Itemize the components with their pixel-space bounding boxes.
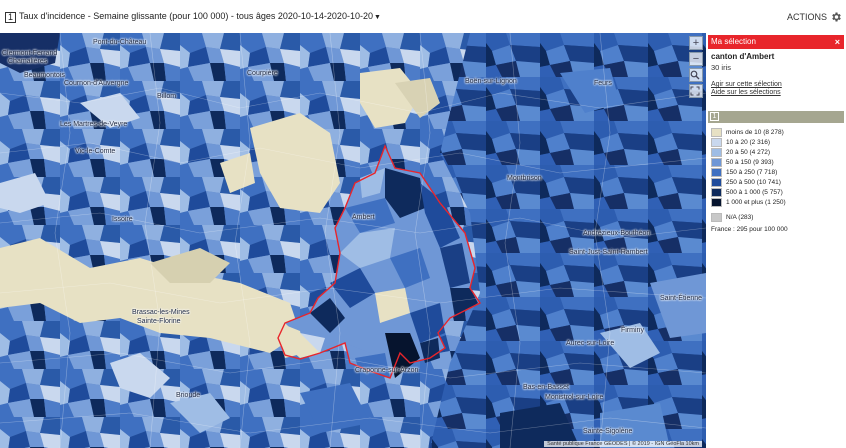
legend-label: 50 à 150 (9 393) [726, 158, 774, 166]
place-label: Aurec-sur-Loire [566, 340, 615, 347]
selection-header-label: Ma sélection [711, 37, 756, 46]
legend-label: 150 à 250 (7 718) [726, 168, 778, 176]
legend-item: 150 à 250 (7 718) [711, 167, 844, 177]
place-label: Sainte-Sigolène [583, 428, 633, 435]
legend-swatch [711, 177, 722, 187]
actions-menu-button[interactable]: ACTIONS [787, 11, 842, 23]
period-selector[interactable]: 2020-10-14-2020-10-20▼ [278, 11, 381, 21]
legend-swatch [711, 212, 722, 222]
place-label: Montbrison [507, 175, 542, 182]
legend-swatch [711, 137, 722, 147]
map-search-button[interactable] [689, 68, 703, 82]
map-attribution: Santé publique France GÉODES | © 2019 - … [544, 441, 702, 447]
legend-item: 50 à 150 (9 393) [711, 157, 844, 167]
choropleth-map[interactable]: Clermont-Ferrand Chamalières Pont-du-Châ… [0, 33, 706, 448]
legend-swatch [711, 147, 722, 157]
place-label: Courpière [247, 70, 278, 77]
zoom-in-button[interactable]: + [689, 36, 703, 50]
place-label: Cournon-d'Auvergne [64, 80, 129, 87]
legend-item: 10 à 20 (2 316) [711, 137, 844, 147]
legend-list: moins de 10 (8 278) 10 à 20 (2 316) 20 à 5… [708, 127, 844, 207]
indicator-title-text: Taux d'incidence - Semaine glissante (po… [19, 11, 276, 21]
place-label: Firminy [621, 327, 644, 334]
close-icon[interactable]: × [834, 37, 840, 47]
place-label: Billom [157, 93, 177, 100]
legend-swatch [711, 167, 722, 177]
fullscreen-icon [690, 86, 700, 96]
place-label: Saint-Just-Saint-Rambert [569, 249, 648, 256]
legend-label: moins de 10 (8 278) [726, 128, 784, 136]
legend-item: moins de 10 (8 278) [711, 127, 844, 137]
actions-label: ACTIONS [786, 12, 827, 22]
place-label: Monistrol-sur-Loire [545, 394, 604, 401]
map-canvas[interactable] [0, 33, 706, 448]
selection-outline [277, 144, 482, 379]
legend-item: 250 à 500 (10 741) [711, 177, 844, 187]
place-label: Issoire [112, 216, 133, 223]
legend-item: 20 à 50 (4 272) [711, 147, 844, 157]
place-label: Brioude [176, 392, 201, 399]
legend-label: 10 à 20 (2 316) [726, 138, 771, 146]
legend-label: N/A (283) [726, 213, 754, 221]
legend-label: 250 à 500 (10 741) [726, 178, 781, 186]
place-label: Pont-du-Château [93, 39, 147, 46]
place-label: Les Martres-de-Veyre [60, 121, 128, 128]
place-label: Saint-Étienne [660, 295, 703, 302]
place-label: Sainte-Florine [137, 318, 181, 325]
legend-item: 500 à 1 000 (5 757) [711, 187, 844, 197]
search-icon [690, 70, 700, 80]
canton-ambert-selection[interactable] [285, 146, 480, 378]
legend: 1 moins de 10 (8 278) 10 à 20 (2 316) 20 à… [708, 111, 844, 233]
fullscreen-button[interactable] [689, 84, 703, 98]
place-label: Boën-sur-Lignon [465, 78, 517, 85]
selection-help-link[interactable]: Aide sur les sélections [711, 89, 781, 96]
place-label: Bas-en-Basset [523, 384, 569, 391]
selection-body: canton d'Ambert 30 iris Agir sur cette s… [708, 49, 844, 99]
indicator-title[interactable]: Taux d'incidence - Semaine glissante (po… [19, 11, 381, 21]
selection-count: 30 iris [711, 63, 732, 72]
place-label: Feurs [594, 80, 612, 87]
legend-swatch [711, 187, 722, 197]
act-on-selection-link[interactable]: Agir sur cette sélection [711, 81, 782, 88]
place-label: Andrézieux-Bouthéon [583, 230, 651, 237]
place-label: Craponne-sur-Arzon [355, 367, 419, 374]
place-label: Vic-le-Comte [75, 148, 116, 155]
legend-number: 1 [710, 112, 719, 121]
legend-label: 1 000 et plus (1 250) [726, 198, 786, 206]
place-label: Chamalières [8, 58, 48, 65]
indicator-number: 1 [5, 12, 16, 23]
selection-header: Ma sélection × [708, 35, 844, 49]
place-label: Brassac-les-Mines [132, 309, 190, 316]
legend-label: 500 à 1 000 (5 757) [726, 188, 783, 196]
side-panel: Ma sélection × canton d'Ambert 30 iris A… [708, 35, 844, 233]
legend-item-na: N/A (283) [711, 212, 844, 222]
legend-swatch [711, 127, 722, 137]
france-rate: France : 295 pour 100 000 [711, 226, 788, 233]
legend-swatch [711, 157, 722, 167]
legend-item: 1 000 et plus (1 250) [711, 197, 844, 207]
legend-label: 20 à 50 (4 272) [726, 148, 771, 156]
place-label: Clermont-Ferrand [2, 50, 58, 57]
selection-name: canton d'Ambert [711, 52, 775, 61]
period-text: 2020-10-14-2020-10-20 [277, 11, 373, 21]
legend-swatch [711, 197, 722, 207]
place-label: Beaumontois [24, 72, 65, 79]
toolbar: 1 Taux d'incidence - Semaine glissante (… [0, 0, 846, 32]
legend-header: 1 [708, 111, 844, 123]
caret-down-icon: ▼ [373, 14, 381, 21]
place-label: Ambert [352, 214, 375, 221]
gear-icon [832, 12, 841, 22]
zoom-out-button[interactable]: − [689, 52, 703, 66]
